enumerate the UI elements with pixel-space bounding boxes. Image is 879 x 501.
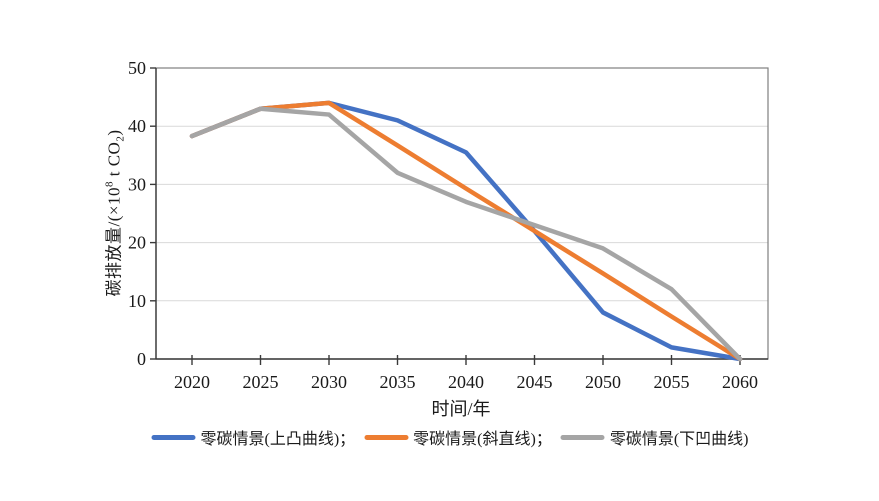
series-line-1 xyxy=(189,100,743,362)
y-axis-title-subscript: 2 xyxy=(114,135,127,142)
series-line-0 xyxy=(189,100,743,362)
y-tick-label-50: 50 xyxy=(128,58,146,78)
x-tick-label-2050: 2050 xyxy=(585,372,621,392)
legend-label-straight: 零碳情景(斜直线)； xyxy=(413,431,552,448)
x-tick-label-2020: 2020 xyxy=(174,372,210,392)
legend-swatch-convex xyxy=(151,434,196,440)
x-tick-label-2055: 2055 xyxy=(654,372,690,392)
y-tick-label-30: 30 xyxy=(128,174,146,194)
legend-label-convex: 零碳情景(上凸曲线)； xyxy=(200,431,356,448)
y-axis-title-mid: t CO xyxy=(104,141,124,182)
x-tick-label-2040: 2040 xyxy=(448,372,484,392)
legend-item-concave: 零碳情景(下凹曲线) xyxy=(560,425,749,449)
y-tick-label-0: 0 xyxy=(137,349,146,369)
legend-swatch-concave xyxy=(560,434,605,440)
x-tick-label-2060: 2060 xyxy=(722,372,758,392)
series-line-2 xyxy=(189,106,743,362)
legend-item-convex: 零碳情景(上凸曲线)； xyxy=(151,425,355,449)
x-tick-label-2045: 2045 xyxy=(517,372,553,392)
legend: 零碳情景(上凸曲线)； 零碳情景(斜直线)； 零碳情景(下凹曲线) xyxy=(151,425,749,449)
legend-label-concave: 零碳情景(下凹曲线) xyxy=(609,431,749,448)
y-axis-title: 碳排放量/(×108 t CO2) xyxy=(99,129,127,297)
x-axis-title: 时间/年 xyxy=(431,399,491,419)
x-tick-label-2030: 2030 xyxy=(311,372,347,392)
legend-item-straight: 零碳情景(斜直线)； xyxy=(364,425,552,449)
y-tick-label-20: 20 xyxy=(128,233,146,253)
x-tick-label-2025: 2025 xyxy=(243,372,279,392)
y-axis-title-prefix: 碳排放量/(×10 xyxy=(104,187,124,297)
y-axis-title-suffix: ) xyxy=(104,129,124,136)
y-axis-title-superscript: 8 xyxy=(103,181,116,188)
x-tick-label-2035: 2035 xyxy=(380,372,416,392)
y-tick-label-10: 10 xyxy=(128,291,146,311)
legend-swatch-straight xyxy=(364,434,409,440)
y-tick-label-40: 40 xyxy=(128,116,146,136)
